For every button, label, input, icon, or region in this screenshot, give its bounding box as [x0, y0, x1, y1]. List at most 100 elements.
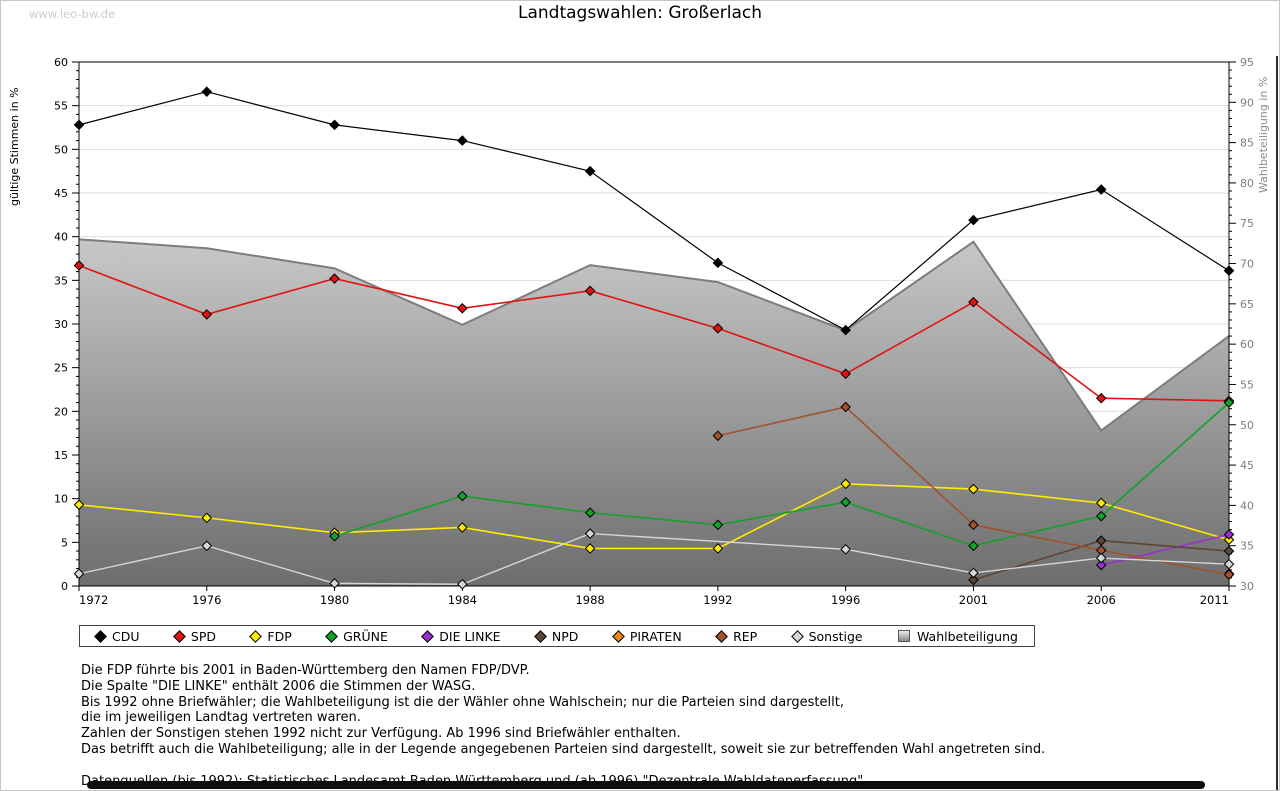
- data-point: [457, 522, 468, 533]
- x-axis-year-label: 1972: [79, 593, 108, 607]
- right-axis-tick-label: 75: [1240, 217, 1254, 230]
- series-line: [334, 402, 1230, 547]
- right-axis-tick-label: 95: [1240, 56, 1254, 69]
- legend-diamond-icon: [325, 629, 338, 643]
- wahlbeteiligung-area: [78, 238, 1230, 586]
- axes: 0 5 10 15 20 25 30 35 40 45 50 55 60 30 35 40 45 50 55 60 65…: [54, 56, 1254, 607]
- data-point: [968, 296, 979, 308]
- legend-diamond-icon: [790, 629, 804, 643]
- legend-item-die-linke: DIE LINKE: [421, 629, 501, 644]
- legend-diamond-icon: [249, 629, 263, 643]
- data-point: [1095, 559, 1107, 571]
- legend-item-cdu: CDU: [94, 628, 140, 644]
- x-axis-year-label: 2001: [959, 593, 988, 607]
- left-axis-tick-label: 20: [54, 405, 68, 418]
- left-axis-tick-label: 55: [54, 100, 68, 113]
- vertical-scrollbar[interactable]: [1276, 56, 1278, 790]
- data-point: [968, 567, 979, 579]
- election-chart-svg: 0 5 10 15 20 25 30 35 40 45 50 55 60 30 35 40 45 50 55 60 65…: [8, 56, 1270, 607]
- data-point: [329, 530, 340, 542]
- right-axis-tick-label: 65: [1240, 298, 1254, 311]
- right-axis-tick-label: 85: [1240, 137, 1254, 150]
- legend-item-spd: SPD: [173, 629, 216, 644]
- horizontal-scrollbar-thumb[interactable]: [87, 781, 1205, 789]
- data-point: [968, 483, 979, 495]
- x-axis-year-label: 1988: [575, 593, 604, 607]
- data-point: [712, 257, 724, 269]
- data-point: [840, 544, 851, 555]
- data-point: [73, 568, 85, 580]
- right-axis-tick-label: 80: [1240, 177, 1254, 190]
- data-point: [840, 324, 851, 336]
- data-point: [457, 302, 468, 314]
- data-point: [1095, 552, 1107, 564]
- series-die-linke: [1095, 529, 1235, 571]
- election-line-chart: 0 5 10 15 20 25 30 35 40 45 50 55 60 30 35 40 45 50 55 60 65…: [1, 1, 1279, 621]
- data-point: [1223, 558, 1235, 570]
- x-axis-year-label: 1996: [831, 593, 860, 607]
- footnote-line: Die Spalte "DIE LINKE" enthält 2006 die …: [81, 678, 476, 694]
- page-title: Landtagswahlen: Großerlach: [518, 3, 762, 23]
- data-point: [1095, 184, 1107, 195]
- data-point: [1223, 397, 1235, 408]
- left-axis-tick-label: 10: [54, 493, 68, 506]
- data-point: [1095, 497, 1107, 509]
- series-line: [78, 264, 1230, 402]
- left-axis-tick-label: 5: [61, 536, 68, 549]
- legend-item-grüne: GRÜNE: [325, 628, 388, 644]
- series-cdu: [73, 86, 1235, 336]
- left-axis-tick-label: 40: [54, 231, 68, 244]
- data-point: [1095, 392, 1107, 404]
- data-point: [968, 214, 979, 226]
- legend-label: GRÜNE: [343, 628, 388, 644]
- watermark: www.leo-bw.de: [29, 7, 116, 21]
- data-point: [712, 323, 724, 334]
- x-axis-year-label: 2006: [1087, 593, 1116, 607]
- footnote-line: Zahlen der Sonstigen stehen 1992 nicht z…: [81, 726, 681, 742]
- data-point: [712, 543, 724, 554]
- legend-diamond-icon: [534, 629, 547, 643]
- data-point: [457, 490, 468, 502]
- x-axis-year-label: 2011: [1200, 593, 1229, 607]
- legend-diamond-icon: [715, 629, 728, 643]
- data-point: [201, 309, 213, 320]
- legend-label: NPD: [551, 628, 579, 644]
- legend-label: Wahlbeteiligung: [916, 628, 1018, 644]
- data-point: [329, 578, 340, 589]
- right-axis-title: Wahlbeteiligung in %: [1257, 77, 1270, 193]
- data-point: [457, 578, 468, 590]
- data-point: [840, 368, 851, 380]
- right-axis-tick-label: 40: [1240, 499, 1254, 512]
- data-point: [1095, 510, 1107, 522]
- footnote-line: die im jeweiligen Landtag vertreten ware…: [81, 710, 361, 726]
- right-axis-tick-label: 90: [1240, 96, 1254, 109]
- data-point: [968, 540, 979, 552]
- data-point: [968, 574, 979, 586]
- right-axis-tick-label: 60: [1240, 338, 1254, 351]
- x-axis-year-label: 1984: [448, 593, 477, 607]
- legend-diamond-icon: [611, 629, 625, 643]
- data-point: [329, 273, 340, 284]
- right-axis-tick-label: 45: [1240, 459, 1254, 472]
- data-point: [584, 528, 596, 539]
- left-axis-tick-label: 0: [61, 580, 68, 593]
- legend-item-wahlbeteiligung: Wahlbeteiligung: [897, 628, 1018, 644]
- x-axis-year-label: 1992: [703, 593, 732, 607]
- data-point: [840, 478, 851, 490]
- legend-item-rep: REP: [715, 628, 758, 644]
- series-line: [78, 483, 1230, 550]
- chart-footnotes: Die FDP führte bis 2001 in Baden-Württem…: [81, 663, 1045, 789]
- left-axis-tick-label: 50: [54, 143, 68, 156]
- data-point: [73, 499, 85, 511]
- series-grüne: [329, 397, 1235, 552]
- right-axis-tick-label: 35: [1240, 540, 1254, 553]
- legend-label: REP: [733, 628, 758, 644]
- series-rep: [712, 401, 1235, 580]
- footnote-line: Das betrifft auch die Wahlbeteiligung; a…: [81, 741, 1046, 757]
- left-axis-tick-label: 45: [54, 187, 68, 200]
- legend-label: CDU: [112, 628, 140, 644]
- data-point: [968, 519, 979, 531]
- series-sonstige: [73, 528, 1235, 590]
- data-point: [712, 430, 724, 442]
